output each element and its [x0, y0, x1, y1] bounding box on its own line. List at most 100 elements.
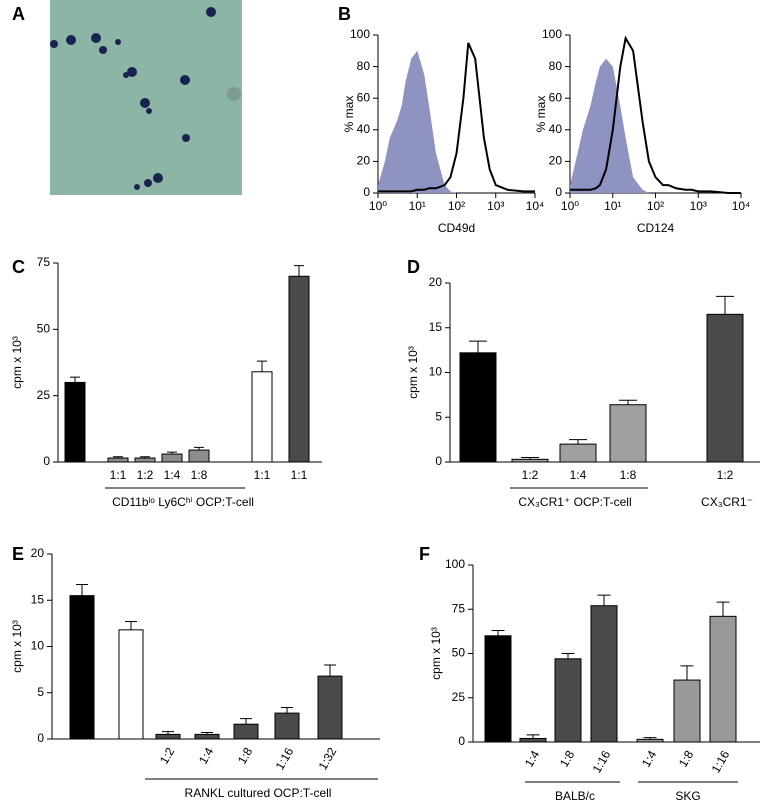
- bar: [519, 737, 547, 743]
- x-tick-label: 10⁴: [526, 199, 545, 213]
- x-tick-label: 1:8: [235, 745, 256, 767]
- bar: [317, 675, 343, 740]
- panel-label: B: [338, 4, 351, 24]
- error-bar: [76, 584, 88, 596]
- x-axis-label: CD124: [637, 221, 675, 235]
- bar: [155, 733, 181, 740]
- y-tick-label: 0: [37, 731, 44, 745]
- micrograph: [50, 0, 242, 195]
- bar: [554, 658, 582, 743]
- y-axis-label: % max: [534, 96, 548, 133]
- panel-label: C: [12, 257, 25, 277]
- error-bar: [569, 439, 587, 445]
- y-tick-label: 0: [458, 734, 465, 748]
- x-tick-label: 10⁰: [369, 199, 387, 213]
- x-tick-label: 1:16: [590, 748, 614, 776]
- y-tick-label: 15: [31, 592, 45, 606]
- bar: [706, 313, 744, 463]
- bar: [484, 635, 512, 743]
- y-axis-label: cpm x 10³: [406, 346, 420, 399]
- y-tick-label: 75: [37, 255, 51, 269]
- group-label: SKG: [675, 789, 700, 803]
- error-bar: [561, 653, 575, 659]
- bar: [64, 381, 86, 463]
- x-tick-label: 1:4: [570, 468, 587, 482]
- group-label: CX₃CR1⁺ OCP:T-cell: [518, 495, 631, 509]
- x-tick-label: 10¹: [604, 199, 621, 213]
- y-tick-label: 80: [549, 59, 563, 73]
- error-bar: [257, 360, 267, 372]
- error-bar: [324, 664, 336, 677]
- bar: [69, 595, 95, 740]
- bar: [673, 679, 701, 743]
- y-tick-label: 100: [542, 27, 562, 41]
- y-tick-label: 10: [429, 365, 443, 379]
- y-tick-label: 60: [357, 90, 371, 104]
- bar: [559, 443, 597, 463]
- line: [570, 35, 741, 194]
- bar: [288, 275, 310, 463]
- x-tick-label: 1:1: [254, 468, 271, 482]
- x-tick-label: 1:4: [196, 745, 217, 767]
- group-label: CD11bˡᵒ Ly6Cʰⁱ OCP:T-cell: [112, 495, 254, 509]
- y-tick-label: 20: [31, 546, 45, 560]
- y-tick-label: 15: [429, 320, 443, 334]
- bar: [134, 457, 156, 463]
- x-tick-label: 1:2: [137, 468, 154, 482]
- error-bar: [597, 594, 611, 606]
- bar: [459, 352, 497, 463]
- x-tick-label: 1:1: [291, 468, 308, 482]
- bar: [709, 615, 737, 743]
- error-bar: [619, 399, 637, 405]
- group-label: BALB/c: [555, 789, 595, 803]
- x-tick-label: 1:1: [110, 468, 127, 482]
- y-tick-label: 0: [435, 454, 442, 468]
- x-tick-label: 10²: [647, 199, 664, 213]
- y-tick-label: 20: [429, 275, 443, 289]
- bar: [511, 458, 549, 463]
- x-tick-label: 1:2: [522, 468, 539, 482]
- error-bar: [491, 629, 505, 636]
- y-tick-label: 0: [555, 185, 562, 199]
- y-tick-label: 50: [452, 646, 466, 660]
- x-tick-label: 1:32: [316, 745, 340, 773]
- x-tick-label: 10³: [487, 199, 504, 213]
- error-bar: [716, 601, 730, 617]
- error-bar: [281, 707, 293, 714]
- x-tick-label: 1:2: [717, 468, 734, 482]
- bar: [251, 371, 273, 463]
- panel-label: A: [12, 4, 25, 24]
- panel-label: D: [407, 257, 420, 277]
- error-bar: [716, 295, 734, 315]
- group-label: RANKL cultured OCP:T-cell: [185, 786, 332, 800]
- x-tick-label: 1:4: [164, 468, 181, 482]
- error-bar: [526, 734, 540, 739]
- y-axis-label: cpm x 10³: [10, 620, 24, 673]
- y-tick-label: 25: [452, 690, 466, 704]
- x-tick-label: 10²: [448, 199, 465, 213]
- x-tick-label: 10⁰: [561, 199, 579, 213]
- x-tick-label: 1:2: [157, 745, 178, 767]
- bar: [609, 404, 647, 463]
- bar: [636, 738, 664, 743]
- y-tick-label: 100: [445, 557, 465, 571]
- area: [378, 50, 535, 193]
- x-tick-label: 1:8: [557, 748, 578, 770]
- y-tick-label: 20: [357, 154, 371, 168]
- bar: [107, 457, 129, 463]
- error-bar: [680, 665, 694, 681]
- y-tick-label: 5: [435, 409, 442, 423]
- y-tick-label: 40: [549, 122, 563, 136]
- error-bar: [469, 340, 487, 353]
- y-tick-label: 0: [43, 454, 50, 468]
- x-tick-label: 1:16: [273, 745, 297, 773]
- y-axis-label: cpm x 10³: [10, 336, 24, 389]
- x-tick-label: 1:8: [191, 468, 208, 482]
- x-tick-label: 10⁴: [732, 199, 751, 213]
- y-tick-label: 0: [363, 185, 370, 199]
- x-tick-label: 1:4: [639, 748, 660, 770]
- y-tick-label: 5: [37, 685, 44, 699]
- bar: [233, 723, 259, 740]
- x-tick-label: 10³: [690, 199, 707, 213]
